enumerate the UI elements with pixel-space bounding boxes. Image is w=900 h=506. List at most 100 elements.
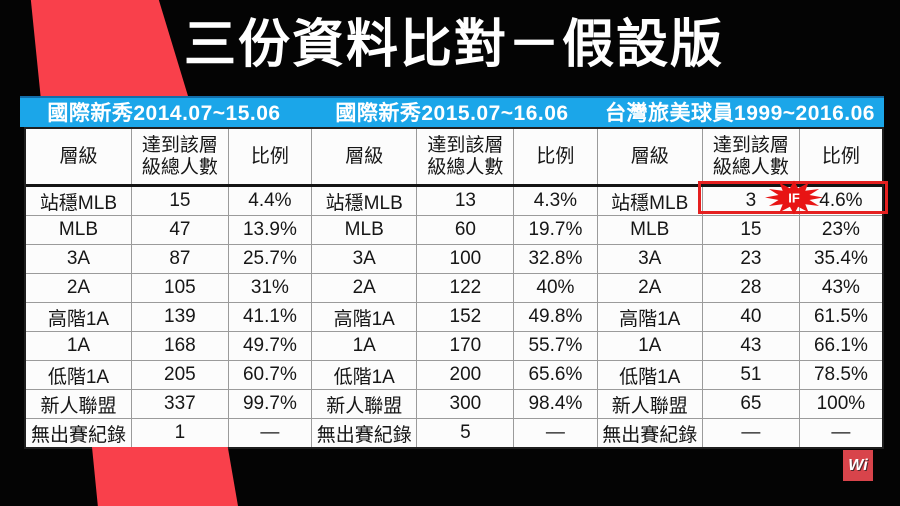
table-cell: 站穩MLB [311, 185, 417, 216]
dataset-header-bar: 國際新秀2014.07~15.06 國際新秀2015.07~16.06 台灣旅美… [20, 96, 884, 127]
table-cell: 168 [130, 331, 229, 361]
table-cell: 60 [416, 215, 514, 245]
table-row: 高階1A 152 49.8% [311, 302, 597, 332]
header-row: 層級 達到該層級總人數 比例 [597, 129, 882, 187]
table-cell: 4.3% [513, 185, 597, 216]
table-cell: 13.9% [227, 215, 311, 245]
table-cell: 低階1A [597, 360, 703, 390]
header-row: 層級 達到該層級總人數 比例 [26, 129, 311, 187]
table-cell: 高階1A [597, 302, 703, 332]
table-cell: 122 [416, 273, 514, 303]
table-cell: 100 [416, 244, 514, 274]
table-row: 2A 105 31% [26, 273, 311, 303]
table-row: 1A 168 49.7% [26, 331, 311, 361]
column-header: 比例 [227, 129, 311, 187]
table-cell: 43% [798, 273, 882, 303]
table-cell: 1A [311, 331, 417, 361]
table-cell: 55.7% [513, 331, 597, 361]
column-header: 達到該層級總人數 [130, 129, 229, 187]
table-row: 無出賽紀錄 — — [597, 418, 882, 447]
table-cell: 2A [597, 273, 703, 303]
table-row: 1A 43 66.1% [597, 331, 882, 361]
table-cell: 23% [798, 215, 882, 245]
table-cell: 200 [416, 360, 514, 390]
table-cell: MLB [26, 215, 132, 245]
column-header: 層級 [26, 129, 132, 187]
table-intl-2014: 層級 達到該層級總人數 比例 站穩MLB 15 4.4% MLB 47 13.9% 3A 87 25.… [26, 129, 311, 447]
table-cell: 15 [130, 185, 229, 216]
table-row: 新人聯盟 337 99.7% [26, 389, 311, 419]
table-cell: 60.7% [227, 360, 311, 390]
table-cell: 1A [597, 331, 703, 361]
dataset-title-taiwan: 台灣旅美球員1999~2016.06 [605, 101, 875, 125]
table-cell: 105 [130, 273, 229, 303]
column-header: 比例 [798, 129, 882, 187]
table-row: MLB 15 23% [597, 215, 882, 245]
if-starburst-icon: IF [764, 179, 824, 216]
table-cell: 99.7% [227, 389, 311, 419]
table-row: 3A 100 32.8% [311, 244, 597, 274]
table-row: 低階1A 200 65.6% [311, 360, 597, 390]
dataset-title-intl-2015: 國際新秀2015.07~16.06 [335, 101, 569, 125]
table-cell: — [701, 418, 800, 447]
table-row: 2A 28 43% [597, 273, 882, 303]
table-cell: 高階1A [311, 302, 417, 332]
dataset-title-intl-2014: 國際新秀2014.07~15.06 [47, 101, 281, 125]
table-cell: 35.4% [798, 244, 882, 274]
table-cell: 1A [26, 331, 132, 361]
header-row: 層級 達到該層級總人數 比例 [311, 129, 597, 187]
table-cell: 98.4% [513, 389, 597, 419]
table-cell: 49.7% [227, 331, 311, 361]
table-cell: 41.1% [227, 302, 311, 332]
table-cell: 205 [130, 360, 229, 390]
column-header: 達到該層級總人數 [701, 129, 800, 187]
table-cell: 1 [130, 418, 229, 447]
table-cell: 3A [26, 244, 132, 274]
table-cell: 低階1A [26, 360, 132, 390]
if-label: IF [788, 191, 800, 206]
table-cell: MLB [597, 215, 703, 245]
comparison-tables: 層級 達到該層級總人數 比例 站穩MLB 15 4.4% MLB 47 13.9% 3A 87 25.… [24, 127, 884, 449]
table-cell: 新人聯盟 [311, 389, 417, 419]
table-row: 高階1A 40 61.5% [597, 302, 882, 332]
table-row: 新人聯盟 300 98.4% [311, 389, 597, 419]
table-cell: 139 [130, 302, 229, 332]
page-title: 三份資料比對－假設版 [183, 16, 724, 74]
table-row: 站穩MLB 13 4.3% [311, 185, 597, 216]
table-row: 3A 23 35.4% [597, 244, 882, 274]
table-row: MLB 47 13.9% [26, 215, 311, 245]
table-cell: 31% [227, 273, 311, 303]
table-cell: 32.8% [513, 244, 597, 274]
table-cell: 61.5% [798, 302, 882, 332]
table-row: MLB 60 19.7% [311, 215, 597, 245]
table-cell: 無出賽紀錄 [597, 418, 703, 447]
table-cell: 無出賽紀錄 [311, 418, 417, 447]
table-cell: 無出賽紀錄 [26, 418, 132, 447]
table-cell: MLB [311, 215, 417, 245]
column-header: 層級 [597, 129, 703, 187]
table-cell: 3A [311, 244, 417, 274]
table-cell: 5 [416, 418, 514, 447]
column-header: 層級 [311, 129, 417, 187]
table-row: 3A 87 25.7% [26, 244, 311, 274]
table-cell: — [227, 418, 311, 447]
table-row: 低階1A 51 78.5% [597, 360, 882, 390]
table-row: 站穩MLB 15 4.4% [26, 185, 311, 216]
table-cell: 100% [798, 389, 882, 419]
table-cell: — [798, 418, 882, 447]
table-cell: 300 [416, 389, 514, 419]
table-cell: 87 [130, 244, 229, 274]
table-cell: 28 [701, 273, 800, 303]
table-cell: 66.1% [798, 331, 882, 361]
table-cell: 43 [701, 331, 800, 361]
red-accent-bottom [92, 447, 238, 506]
table-cell: 新人聯盟 [597, 389, 703, 419]
table-row: 高階1A 139 41.1% [26, 302, 311, 332]
table-cell: — [513, 418, 597, 447]
channel-logo-text: Wi [848, 456, 868, 474]
table-cell: 51 [701, 360, 800, 390]
table-row: 無出賽紀錄 1— [26, 418, 311, 447]
table-cell: 15 [701, 215, 800, 245]
table-intl-2015: 層級 達到該層級總人數 比例 站穩MLB 13 4.3% MLB 60 19.7% 3A 100 32… [311, 129, 597, 447]
